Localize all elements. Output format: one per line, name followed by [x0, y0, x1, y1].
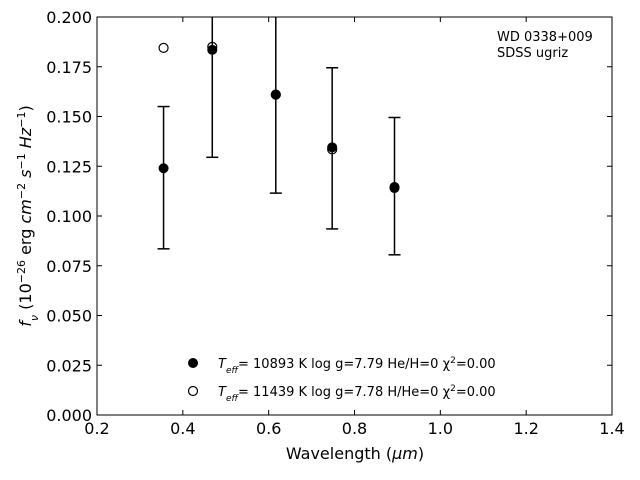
y-axis-label: fν (10−26 erg cm−2 s−1 Hz−1): [15, 105, 41, 326]
x-tick-label: 1.0: [428, 419, 453, 438]
y-tick-label: 0.175: [46, 58, 92, 77]
y-axis: 0.000 0.025 0.050 0.075 0.100 0.125 0.150 0.175…: [46, 8, 612, 425]
x-tick-label: 1.4: [599, 419, 624, 438]
x-tick-label: 0.6: [256, 419, 281, 438]
model-point-open: [207, 41, 218, 52]
y-tick-label: 0.100: [46, 207, 92, 226]
y-tick-label: 0.125: [46, 157, 92, 176]
model-point-filled: [207, 44, 218, 55]
y-tick-label: 0.050: [46, 307, 92, 326]
annotation-star-name: WD 0338+009: [497, 30, 593, 45]
x-axis: 0.2 0.4 0.6 0.8 1.0 1.2 1.4: [84, 17, 625, 438]
y-tick-label: 0.000: [46, 406, 92, 425]
legend: Teff= 10893 K log g=7.79 He/H=0 χ2=0.00 …: [187, 356, 496, 404]
annotation-survey: SDSS ugriz: [497, 46, 568, 61]
y-tick-label: 0.150: [46, 108, 92, 127]
y-tick-label: 0.075: [46, 257, 92, 276]
data-points: [158, 41, 400, 194]
model-point-filled: [327, 142, 338, 153]
y-tick-label: 0.200: [46, 8, 92, 27]
x-tick-label: 0.8: [342, 419, 367, 438]
x-tick-label: 0.2: [84, 419, 109, 438]
legend-entry-2: Teff= 11439 K log g=7.78 H/He=0 χ2=0.00: [218, 384, 496, 404]
model-point-filled: [158, 163, 169, 174]
model-point-open: [327, 144, 338, 155]
x-tick-label: 1.2: [513, 419, 538, 438]
model-point-open: [389, 182, 400, 193]
x-axis-label: Wavelength (μm): [286, 444, 424, 463]
y-tick-label: 0.025: [46, 356, 92, 375]
plot-area: [96, 16, 613, 416]
plot-frame: [96, 16, 613, 416]
legend-marker-filled: [188, 358, 198, 368]
model-point-open: [158, 42, 169, 53]
legend-entry-1: Teff= 10893 K log g=7.79 He/H=0 χ2=0.00: [218, 356, 496, 376]
error-bars: [157, 17, 401, 256]
x-tick-label: 0.4: [170, 419, 195, 438]
legend-marker-open: [187, 385, 199, 397]
model-point-open: [270, 89, 281, 100]
